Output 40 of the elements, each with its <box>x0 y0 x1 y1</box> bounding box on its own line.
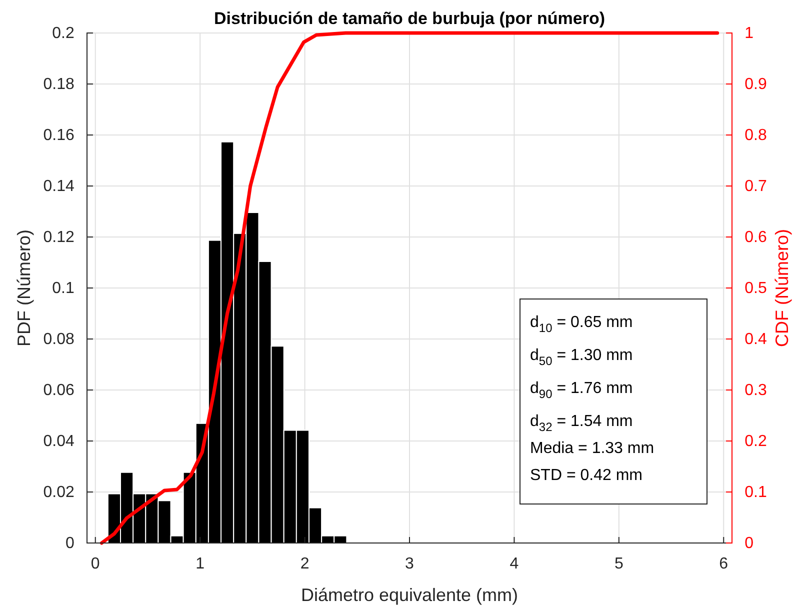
y-tick-label: 0.14 <box>43 178 74 196</box>
x-tick-label: 5 <box>614 555 624 572</box>
annotation: d$_{50}$ = 1.30 mm <box>530 347 633 368</box>
y-tick-label: 0 <box>65 535 74 552</box>
y2-tick-label: 0.7 <box>744 178 767 196</box>
y-tick-label: 0.04 <box>43 433 74 450</box>
y-tick-label: 0.1 <box>52 280 74 298</box>
y2-tick-label: 0.2 <box>744 433 767 450</box>
y2-tick-label: 0.8 <box>744 127 767 144</box>
y2-tick-label: 0.3 <box>744 382 767 400</box>
y2-tick-label: 0 <box>744 535 754 552</box>
y-axis-title: PDF (Número) <box>14 229 34 347</box>
annotation: d$_{90}$ = 1.76 mm <box>530 380 633 401</box>
chart-title: Distribución de tamaño de burbuja (por número) <box>214 9 606 28</box>
y2-tick-label: 0.4 <box>744 331 767 348</box>
y2-tick-label: 1 <box>744 25 754 42</box>
y-tick-label: 0.18 <box>43 76 74 94</box>
x-tick-label: 0 <box>90 555 100 572</box>
y-tick-label: 0.02 <box>43 484 74 502</box>
y-tick-label: 0.12 <box>43 229 74 246</box>
x-tick-label: 3 <box>405 555 414 572</box>
y2-axis-title: CDF (Número) <box>772 228 792 348</box>
y2-tick-label: 0.5 <box>744 280 767 298</box>
annotation: STD = 0.42 mm <box>530 467 642 484</box>
annotation: Media = 1.33 mm <box>530 440 654 457</box>
y-tick-label: 0.06 <box>43 382 74 400</box>
x-tick-label: 6 <box>719 555 728 572</box>
x-tick-label: 4 <box>510 555 519 572</box>
x-axis-title: Diámetro equivalente (mm) <box>300 585 518 605</box>
y-tick-label: 0.2 <box>52 25 74 42</box>
y2-tick-label: 0.9 <box>744 76 767 94</box>
x-tick-label: 1 <box>196 555 205 572</box>
y-tick-label: 0.16 <box>43 127 74 144</box>
line-series <box>100 31 720 545</box>
annotation: d$_{32}$ = 1.54 mm <box>530 413 633 434</box>
y-tick-label: 0.08 <box>43 331 74 348</box>
y2-tick-label: 0.6 <box>744 229 767 246</box>
x-tick-label: 2 <box>300 555 310 572</box>
y2-tick-label: 0.1 <box>744 484 767 502</box>
annotation: d$_{10}$ = 0.65 mm <box>530 314 633 335</box>
